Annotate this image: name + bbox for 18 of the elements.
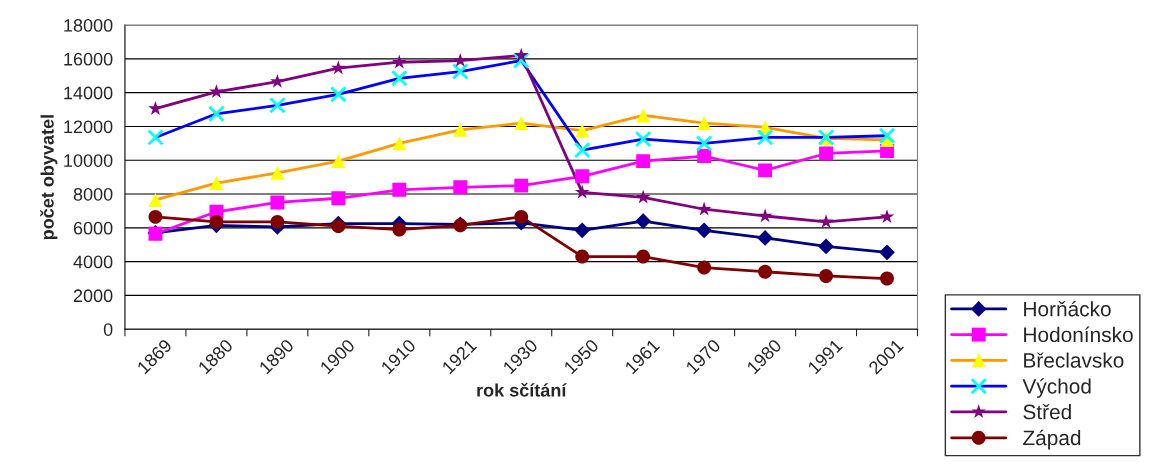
legend-label: Horňácko: [1024, 300, 1111, 317]
y-tick-label: 10000: [64, 154, 113, 167]
legend-label: Střed: [1023, 404, 1071, 420]
y-tick-label: 16000: [64, 52, 113, 66]
y-tick-label: 8000: [73, 187, 113, 201]
y-tick-label: 12000: [64, 120, 113, 134]
y-tick-label: 18000: [64, 19, 113, 32]
x-axis-title: rok sčítání: [477, 383, 567, 397]
legend-label: Východ: [1022, 378, 1091, 398]
legend-label: Hodonínsko: [1024, 326, 1133, 343]
y-axis-title: počet obyvatel: [40, 115, 58, 240]
legend-label: Břeclavsko: [1024, 352, 1124, 368]
y-tick-label: 0: [103, 323, 113, 336]
y-tick-label: 14000: [64, 86, 113, 100]
y-tick-label: 2000: [73, 289, 113, 303]
y-tick-label: 4000: [73, 255, 113, 269]
legend-label: Západ: [1023, 429, 1081, 450]
y-tick-label: 6000: [73, 221, 113, 235]
